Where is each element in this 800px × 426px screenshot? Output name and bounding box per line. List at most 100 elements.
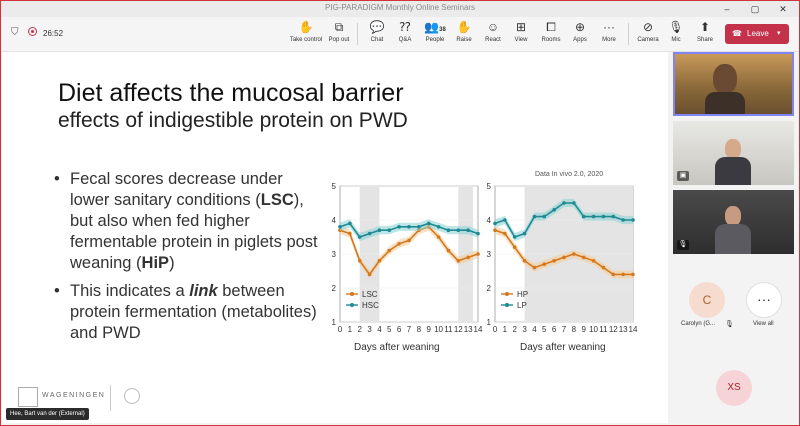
- toolbar-divider: [357, 23, 358, 45]
- x-tick-label: 9: [581, 325, 586, 334]
- apps-icon: ⊕: [574, 20, 586, 34]
- x-tick-label: 7: [562, 325, 567, 334]
- x-tick-label: 3: [522, 325, 527, 334]
- shield-icon: ⛉: [11, 27, 19, 38]
- take-control-icon: ✋: [298, 20, 314, 34]
- qa-button[interactable]: ⁇ Q&A: [394, 19, 416, 49]
- slide-subtitle: effects of indigestible protein on PWD: [58, 109, 408, 132]
- react-button[interactable]: ☺ React: [482, 19, 504, 49]
- view-all-label: View all: [753, 321, 774, 327]
- share-icon: ⬆: [699, 20, 711, 34]
- series-band-lp: [495, 198, 633, 242]
- participant-video-tile-active[interactable]: [673, 52, 794, 116]
- bullet-dot: •: [54, 282, 60, 300]
- data-point-hsc: [466, 228, 470, 232]
- participant-video-tile[interactable]: 🎙: [673, 190, 794, 254]
- y-tick-label: 4: [332, 216, 337, 225]
- participant-name-carolyn: Carolyn (G...: [681, 321, 716, 327]
- legend-marker-lp: [505, 303, 509, 307]
- logo-divider: [110, 385, 111, 411]
- mic-muted-icon: 🎙: [725, 321, 734, 328]
- chevron-down-icon[interactable]: ▾: [777, 30, 781, 37]
- data-point-lsc: [397, 242, 401, 246]
- x-tick-label: 4: [532, 325, 537, 334]
- minimize-icon[interactable]: –: [724, 4, 730, 14]
- x-tick-label: 6: [397, 325, 402, 334]
- data-point-lsc: [348, 231, 352, 236]
- share-button[interactable]: ⬆ Share: [693, 19, 717, 49]
- raise-hand-button[interactable]: ✋ Raise: [453, 19, 475, 49]
- mic-muted-icon: 🎙: [677, 240, 689, 250]
- slide-title: Diet affects the mucosal barrier: [58, 79, 404, 107]
- view-button[interactable]: ⊞ View: [510, 19, 532, 49]
- data-point-hp: [591, 259, 596, 263]
- data-point-lp: [611, 214, 616, 219]
- x-tick-label: 12: [454, 325, 463, 334]
- x-tick-label: 2: [512, 325, 517, 334]
- x-tick-label: 13: [464, 325, 473, 334]
- data-point-hsc: [446, 228, 451, 232]
- camera-off-icon: ⊘: [642, 20, 654, 34]
- title-bar: PIG-PARADIGM Monthly Online Seminars – ▢…: [1, 1, 799, 17]
- person-body-icon: [715, 224, 751, 254]
- recording-icon: [28, 27, 37, 36]
- leave-button[interactable]: ☎ Leave ▾: [725, 24, 789, 44]
- more-button[interactable]: ··· More: [598, 19, 620, 49]
- participants-panel: ▣ 🎙 C Carolyn (G... 🎙 ··· View all XS: [669, 52, 799, 425]
- person-head-icon: [725, 139, 741, 159]
- x-tick-label: 9: [426, 325, 431, 334]
- meeting-toolbar: ⛉ 26:52 ✋ Take control ⧉ Pop out 💬 Chat ⁇ Q&…: [1, 17, 799, 52]
- chat-button[interactable]: 💬 Chat: [366, 19, 388, 49]
- series-band-hsc: [340, 219, 478, 242]
- data-point-lp: [601, 214, 606, 219]
- data-point-lp: [562, 201, 566, 205]
- data-point-lp: [512, 235, 517, 239]
- data-point-hsc: [426, 221, 431, 226]
- apps-button[interactable]: ⊕ Apps: [569, 19, 591, 49]
- window-title: PIG-PARADIGM Monthly Online Seminars: [324, 3, 476, 12]
- people-button[interactable]: 👥38 People: [422, 19, 448, 49]
- legend-marker-lsc: [350, 292, 354, 296]
- x-tick-label: 11: [599, 325, 608, 334]
- participant-video-tile[interactable]: ▣: [673, 121, 794, 185]
- chat-icon: 💬: [369, 20, 385, 34]
- data-point-hp: [512, 245, 517, 249]
- y-tick-label: 3: [487, 250, 492, 259]
- people-icon: 👥38: [424, 20, 446, 34]
- rooms-icon: ⧠: [546, 20, 556, 34]
- person-head-icon: [713, 64, 737, 94]
- data-point-lsc: [357, 259, 362, 263]
- participant-avatar-carolyn[interactable]: C: [689, 282, 725, 318]
- y-tick-label: 4: [487, 216, 492, 225]
- camera-button[interactable]: ⊘ Camera: [635, 19, 661, 49]
- data-point-hp: [621, 272, 625, 277]
- chart-1-xlabel: Days after weaning: [520, 342, 606, 353]
- maximize-icon[interactable]: ▢: [750, 4, 760, 14]
- data-point-lp: [631, 218, 635, 222]
- x-tick-label: 0: [493, 325, 498, 334]
- bullet-dot: •: [54, 170, 60, 188]
- data-point-hsc: [367, 231, 372, 236]
- rooms-button[interactable]: ⧠ Rooms: [539, 19, 563, 49]
- data-point-lsc: [387, 248, 392, 253]
- legend-marker-hp: [505, 292, 509, 296]
- data-point-lp: [581, 214, 586, 219]
- data-point-hp: [552, 259, 556, 263]
- participant-avatar-xs[interactable]: XS: [716, 370, 752, 406]
- person-body-icon: [705, 92, 745, 114]
- view-all-button[interactable]: ···: [746, 282, 782, 318]
- close-icon[interactable]: ✕: [779, 4, 787, 14]
- data-point-hsc: [387, 228, 392, 232]
- data-point-lsc: [476, 252, 480, 256]
- data-point-hsc: [407, 225, 411, 229]
- pop-out-button[interactable]: ⧉ Pop out: [326, 19, 352, 49]
- data-point-hsc: [338, 225, 342, 229]
- mic-button[interactable]: 🎙 Mic: [665, 19, 687, 49]
- data-point-lsc: [407, 238, 411, 243]
- phone-hangup-icon: ☎: [732, 29, 742, 38]
- data-point-lp: [591, 214, 596, 219]
- take-control-button[interactable]: ✋ Take control: [289, 20, 323, 43]
- x-tick-label: 4: [377, 325, 382, 334]
